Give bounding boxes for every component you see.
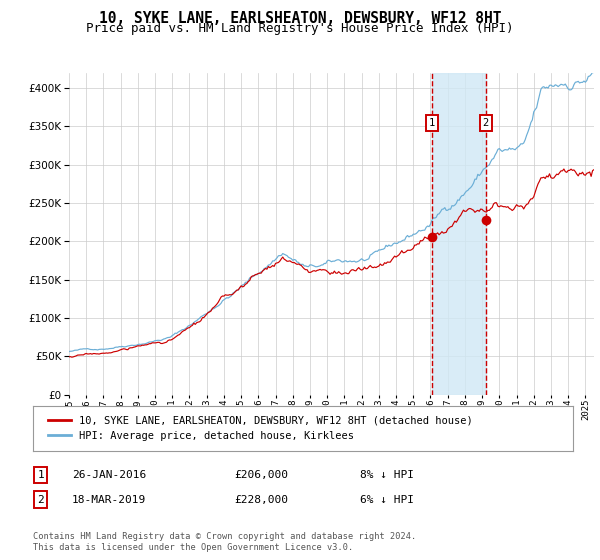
Text: 18-MAR-2019: 18-MAR-2019 [72,494,146,505]
Text: 8% ↓ HPI: 8% ↓ HPI [360,470,414,480]
Text: 6% ↓ HPI: 6% ↓ HPI [360,494,414,505]
Bar [432,73,486,395]
Text: 2: 2 [37,494,44,505]
Text: Contains HM Land Registry data © Crown copyright and database right 2024.
This d: Contains HM Land Registry data © Crown c… [33,532,416,552]
Text: 2: 2 [482,118,489,128]
Text: Price paid vs. HM Land Registry's House Price Index (HPI): Price paid vs. HM Land Registry's House … [86,22,514,35]
Text: £228,000: £228,000 [234,494,288,505]
Text: £206,000: £206,000 [234,470,288,480]
Text: 1: 1 [429,118,435,128]
Text: 10, SYKE LANE, EARLSHEATON, DEWSBURY, WF12 8HT: 10, SYKE LANE, EARLSHEATON, DEWSBURY, WF… [99,11,501,26]
Text: 1: 1 [37,470,44,480]
Text: 26-JAN-2016: 26-JAN-2016 [72,470,146,480]
Legend: 10, SYKE LANE, EARLSHEATON, DEWSBURY, WF12 8HT (detached house), HPI: Average pr: 10, SYKE LANE, EARLSHEATON, DEWSBURY, WF… [44,412,477,445]
